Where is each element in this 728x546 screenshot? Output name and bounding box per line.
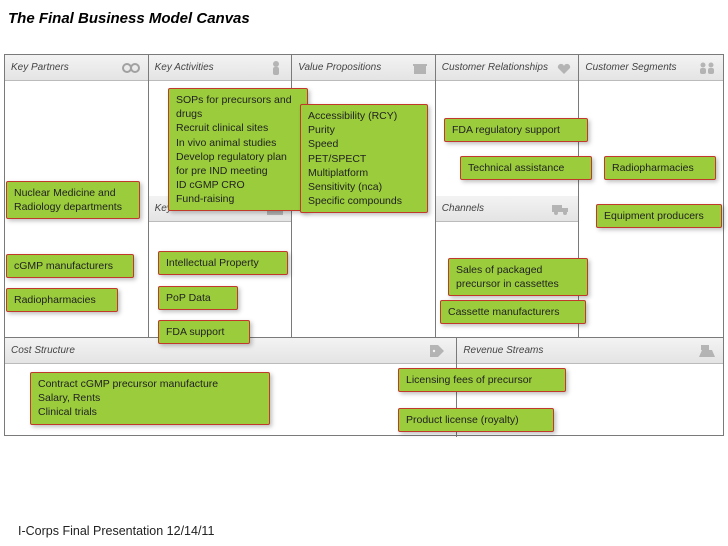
header-label: Channels: [442, 203, 484, 214]
box-kr-ip: Intellectual Property: [158, 251, 288, 275]
header-label: Value Propositions: [298, 62, 381, 73]
heart-icon: [556, 61, 572, 75]
box-ch-sales: Sales of packaged precursor in cassettes: [448, 258, 588, 296]
header-value-propositions: Value Propositions: [292, 55, 435, 81]
box-kr-fda: FDA support: [158, 320, 250, 344]
header-customer-relationships: Customer Relationships: [436, 55, 579, 81]
box-kr-pop: PoP Data: [158, 286, 238, 310]
header-key-activities: Key Activities: [149, 55, 292, 81]
box-cost-main: Contract cGMP precursor manufacture Sala…: [30, 372, 270, 425]
truck-icon: [550, 202, 572, 216]
box-ka-main: SOPs for precursors and drugs Recruit cl…: [168, 88, 308, 211]
box-ch-cassette: Cassette manufacturers: [440, 300, 586, 324]
page-title: The Final Business Model Canvas: [0, 0, 728, 31]
person-icon: [267, 60, 285, 76]
cash-register-icon: [697, 343, 717, 359]
box-kp-radiopharmacies: Radiopharmacies: [6, 288, 118, 312]
header-revenue-streams: Revenue Streams: [457, 338, 723, 364]
link-icon: [120, 61, 142, 75]
tags-icon: [428, 343, 450, 359]
box-kp-nuclear: Nuclear Medicine and Radiology departmen…: [6, 181, 140, 219]
header-label: Customer Segments: [585, 62, 676, 73]
header-key-partners: Key Partners: [5, 55, 148, 81]
box-cr-tech: Technical assistance: [460, 156, 592, 180]
box-rev-royalty: Product license (royalty): [398, 408, 554, 432]
gift-icon: [411, 61, 429, 75]
box-cs-equipment: Equipment producers: [596, 204, 722, 228]
header-label: Cost Structure: [11, 345, 75, 356]
header-channels: Channels: [436, 196, 579, 222]
header-label: Key Activities: [155, 62, 214, 73]
box-kp-cgmp: cGMP manufacturers: [6, 254, 134, 278]
box-cr-fda: FDA regulatory support: [444, 118, 588, 142]
footer-text: I-Corps Final Presentation 12/14/11: [18, 524, 214, 538]
people-icon: [697, 61, 717, 75]
header-label: Customer Relationships: [442, 62, 548, 73]
header-customer-segments: Customer Segments: [579, 55, 723, 81]
box-vp-main: Accessibility (RCY) Purity Speed PET/SPE…: [300, 104, 428, 213]
header-label: Key Partners: [11, 62, 69, 73]
box-rev-licensing: Licensing fees of precursor: [398, 368, 566, 392]
col-customer-segments: Customer Segments: [579, 55, 723, 337]
box-cs-radiopharmacies: Radiopharmacies: [604, 156, 716, 180]
header-label: Revenue Streams: [463, 345, 543, 356]
